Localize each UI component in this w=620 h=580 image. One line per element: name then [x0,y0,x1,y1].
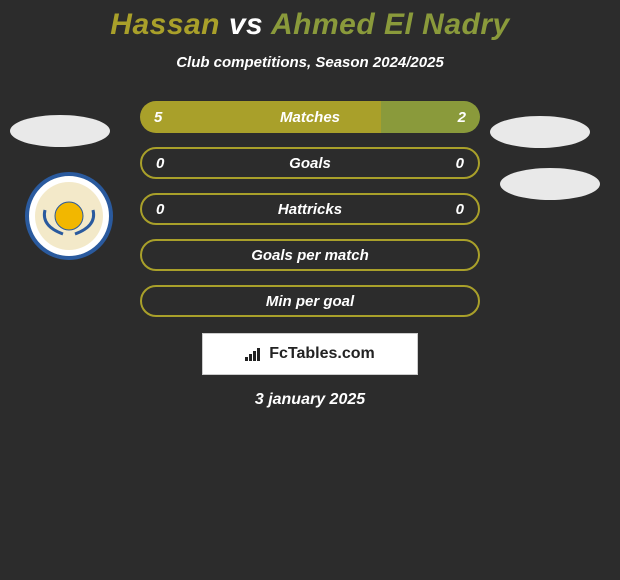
stat-row: Goals per match [140,239,480,271]
brand-box[interactable]: FcTables.com [202,333,418,375]
stat-label: Goals [142,155,478,172]
club-badge [27,174,111,258]
comparison-widget: Hassan vs Ahmed El Nadry Club competitio… [0,0,620,409]
placeholder-badge [490,116,590,148]
chart-icon [245,347,263,361]
stat-label: Hattricks [142,201,478,218]
stat-row: 00Goals [140,147,480,179]
date-text: 3 january 2025 [0,391,620,409]
title-vs: vs [229,8,263,41]
stat-row: Min per goal [140,285,480,317]
compare-area: 52Matches 00Goals 00Hattricks Goals per mat… [0,101,620,317]
subtitle: Club competitions, Season 2024/2025 [0,54,620,71]
stat-rows: 52Matches 00Goals 00Hattricks Goals per mat… [140,101,480,317]
brand-text: FcTables.com [269,345,375,363]
placeholder-badge [10,115,110,147]
stat-label: Goals per match [142,247,478,264]
placeholder-badge [500,168,600,200]
stat-row: 00Hattricks [140,193,480,225]
stat-label: Matches [140,109,480,126]
title-player2: Ahmed El Nadry [271,8,510,41]
stat-row: 52Matches [140,101,480,133]
page-title: Hassan vs Ahmed El Nadry [0,8,620,42]
title-player1: Hassan [110,8,220,41]
stat-label: Min per goal [142,293,478,310]
